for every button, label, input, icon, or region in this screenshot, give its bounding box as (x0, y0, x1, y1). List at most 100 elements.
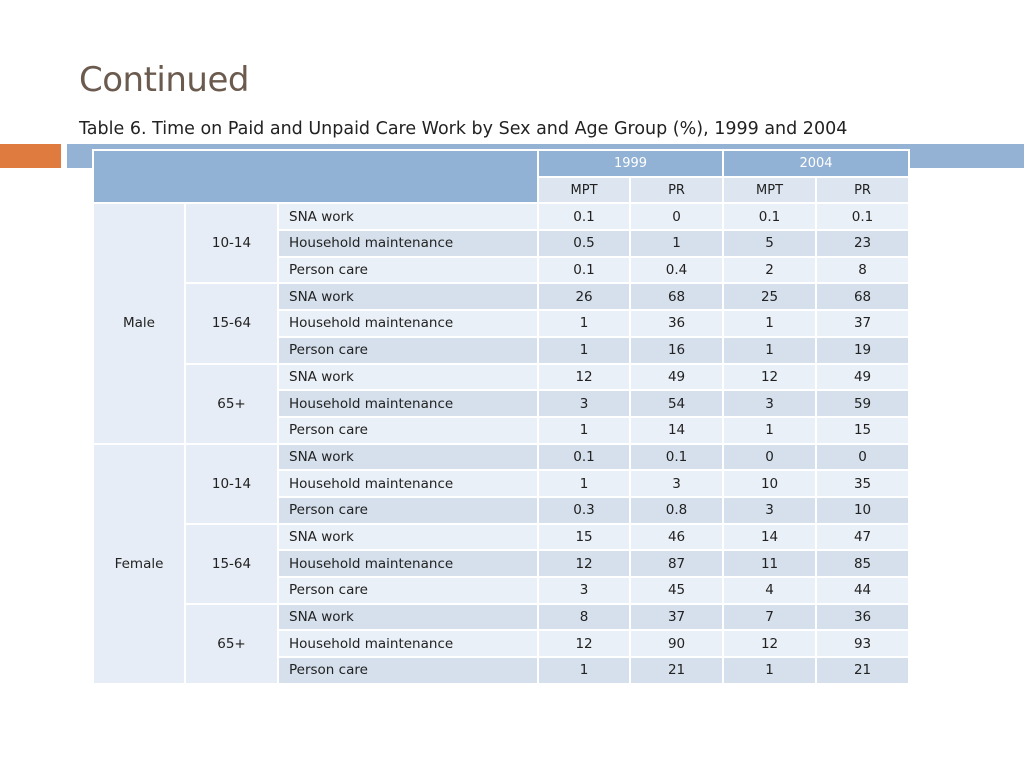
mpt-1999-cell: 0.1 (537, 255, 632, 285)
care-work-table: 1999 2004 MPT PR MPT PR Male 10-14 SNA wor… (91, 148, 911, 685)
table-row: Household maintenance 3 54 3 59 (93, 389, 911, 418)
pr-1999-cell: 1 (629, 229, 725, 258)
pr-2004-cell: 93 (815, 629, 911, 659)
mpt-1999-cell: 8 (537, 602, 632, 632)
subheader-pr-2004: PR (815, 175, 911, 205)
mpt-2004-cell: 2 (722, 255, 818, 285)
accent-bar-orange (0, 144, 61, 168)
header-row-measures: MPT PR MPT PR (93, 175, 911, 205)
mpt-2004-cell: 5 (722, 229, 818, 258)
table-row: Person care 1 21 1 21 (93, 656, 911, 685)
pr-1999-cell: 49 (629, 362, 725, 392)
mpt-1999-cell: 0.3 (537, 495, 632, 525)
activity-cell: Person care (276, 576, 540, 605)
subheader-mpt-2004: MPT (722, 175, 818, 205)
pr-2004-cell: 85 (815, 549, 911, 578)
pr-1999-cell: 68 (629, 282, 725, 312)
activity-cell: SNA work (276, 282, 540, 312)
pr-2004-cell: 44 (815, 576, 911, 605)
table-row: Person care 3 45 4 44 (93, 576, 911, 605)
activity-cell: SNA work (276, 602, 540, 632)
pr-2004-cell: 49 (815, 362, 911, 392)
table-row: Person care 0.1 0.4 2 8 (93, 255, 911, 285)
pr-1999-cell: 36 (629, 309, 725, 338)
pr-1999-cell: 21 (629, 656, 725, 685)
pr-2004-cell: 8 (815, 255, 911, 285)
mpt-1999-cell: 12 (537, 629, 632, 659)
activity-cell: Household maintenance (276, 629, 540, 659)
table-row: Female 10-14 SNA work 0.1 0.1 0 0 (92, 442, 911, 685)
pr-1999-cell: 0.4 (629, 255, 725, 285)
sex-group-cell: Male (92, 202, 186, 445)
age-group-cell: 15-64 (184, 282, 279, 365)
activity-cell: SNA work (276, 442, 540, 472)
mpt-1999-cell: 1 (537, 415, 632, 445)
activity-cell: Household maintenance (276, 309, 540, 338)
pr-1999-cell: 0.8 (629, 495, 725, 525)
mpt-1999-cell: 1 (537, 335, 632, 365)
activity-cell: Household maintenance (276, 469, 540, 498)
activity-cell: Person care (276, 255, 540, 285)
mpt-2004-cell: 10 (722, 469, 818, 498)
pr-2004-cell: 10 (815, 495, 911, 525)
table-row: 65+ SNA work 8 37 7 36 (93, 602, 911, 685)
table-row: Household maintenance 12 90 12 93 (93, 629, 911, 659)
pr-2004-cell: 15 (815, 415, 911, 445)
activity-cell: Person care (276, 335, 540, 365)
header-blank-cell (91, 148, 540, 205)
table-row: Household maintenance 1 3 10 35 (93, 469, 911, 498)
header-row-years: 1999 2004 (91, 148, 911, 205)
activity-cell: Household maintenance (276, 389, 540, 418)
mpt-2004-cell: 11 (722, 549, 818, 578)
mpt-2004-cell: 3 (722, 495, 818, 525)
age-group-cell: 65+ (184, 602, 279, 685)
mpt-2004-cell: 1 (722, 415, 818, 445)
mpt-2004-cell: 0.1 (722, 202, 818, 232)
mpt-1999-cell: 0.5 (537, 229, 632, 258)
pr-1999-cell: 54 (629, 389, 725, 418)
mpt-2004-cell: 1 (722, 309, 818, 338)
mpt-1999-cell: 1 (537, 309, 632, 338)
age-group-cell: 10-14 (184, 202, 279, 285)
pr-1999-cell: 0.1 (629, 442, 725, 472)
pr-2004-cell: 21 (815, 656, 911, 685)
activity-cell: SNA work (276, 362, 540, 392)
pr-2004-cell: 37 (815, 309, 911, 338)
table-row: Person care 1 14 1 15 (93, 415, 911, 445)
mpt-1999-cell: 1 (537, 656, 632, 685)
mpt-2004-cell: 3 (722, 389, 818, 418)
pr-1999-cell: 16 (629, 335, 725, 365)
mpt-1999-cell: 0.1 (537, 202, 632, 232)
pr-2004-cell: 0.1 (815, 202, 911, 232)
pr-1999-cell: 87 (629, 549, 725, 578)
slide-title: Continued (79, 60, 249, 100)
activity-cell: SNA work (276, 522, 540, 552)
age-group-cell: 10-14 (184, 442, 279, 525)
pr-2004-cell: 19 (815, 335, 911, 365)
pr-1999-cell: 90 (629, 629, 725, 659)
activity-cell: Household maintenance (276, 229, 540, 258)
mpt-2004-cell: 4 (722, 576, 818, 605)
pr-1999-cell: 46 (629, 522, 725, 552)
pr-2004-cell: 68 (815, 282, 911, 312)
pr-1999-cell: 0 (629, 202, 725, 232)
mpt-2004-cell: 12 (722, 362, 818, 392)
table-row: Person care 0.3 0.8 3 10 (93, 495, 911, 525)
sex-group-cell: Female (92, 442, 186, 685)
pr-2004-cell: 0 (815, 442, 911, 472)
year-header-1999: 1999 (537, 149, 725, 178)
mpt-2004-cell: 12 (722, 629, 818, 659)
mpt-1999-cell: 3 (537, 576, 632, 605)
activity-cell: Person care (276, 415, 540, 445)
table-caption: Table 6. Time on Paid and Unpaid Care Wo… (79, 119, 848, 139)
table-row: Household maintenance 0.5 1 5 23 (93, 229, 911, 258)
age-group-cell: 15-64 (184, 522, 279, 605)
mpt-2004-cell: 0 (722, 442, 818, 472)
pr-2004-cell: 59 (815, 389, 911, 418)
pr-2004-cell: 47 (815, 522, 911, 552)
activity-cell: SNA work (276, 202, 540, 232)
pr-2004-cell: 23 (815, 229, 911, 258)
subheader-pr-1999: PR (629, 175, 725, 205)
table-body: Male 10-14 SNA work 0.1 0 0.1 0.1 Household mai… (92, 202, 911, 685)
pr-1999-cell: 45 (629, 576, 725, 605)
